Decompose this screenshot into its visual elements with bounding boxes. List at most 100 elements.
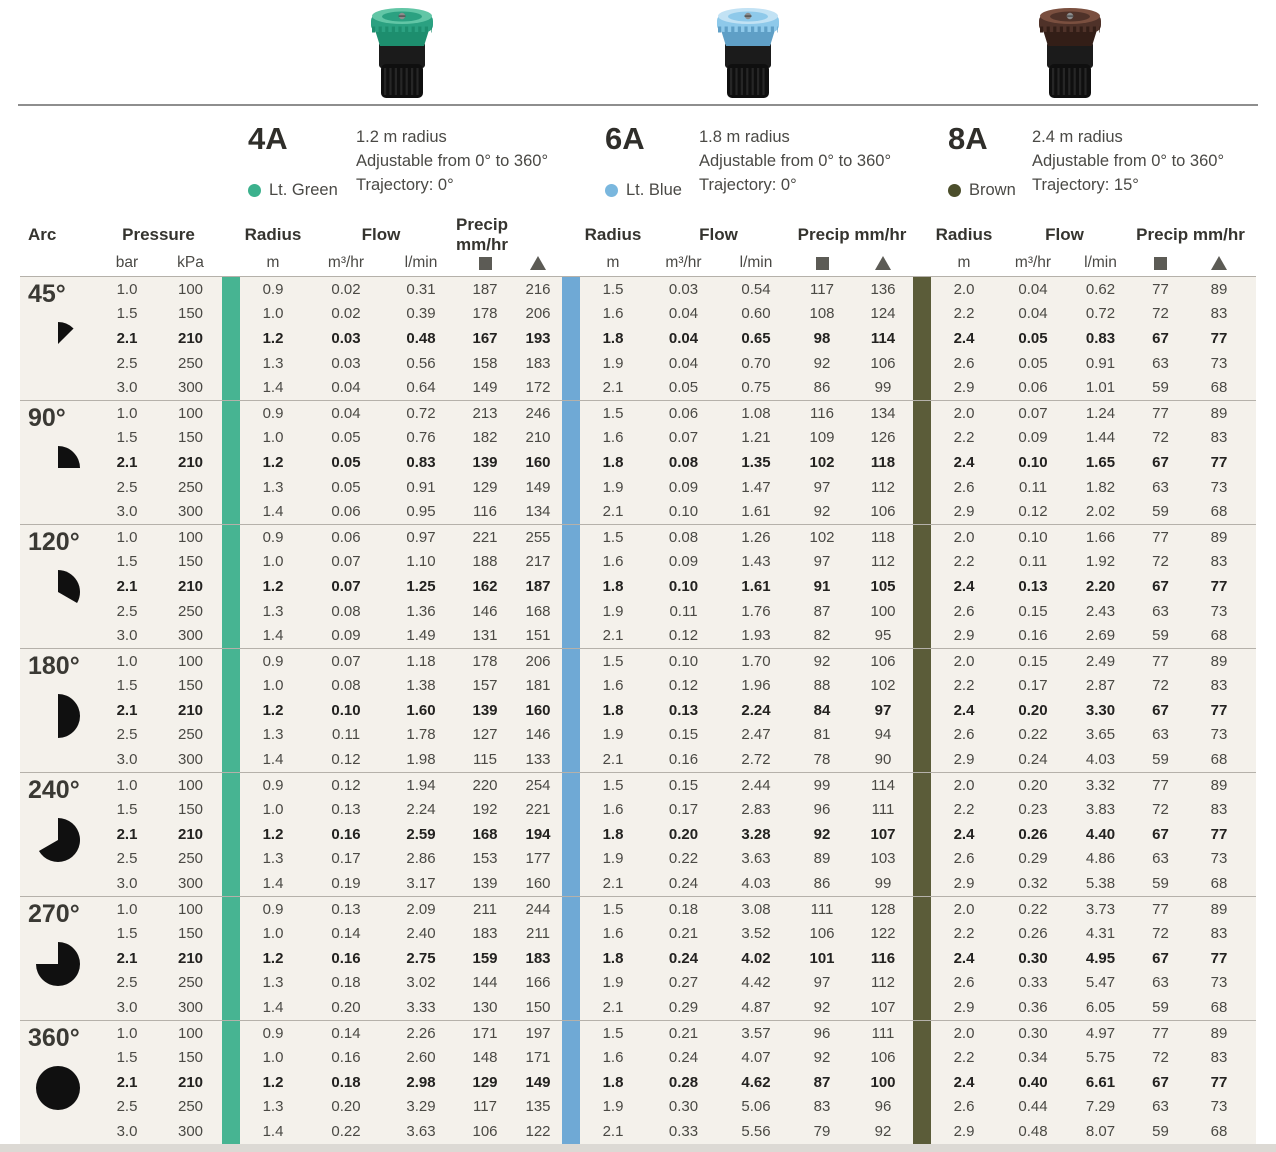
flow-m3hr-value: 0.12: [668, 677, 699, 695]
flow-lmin-value: 1.70: [741, 652, 771, 670]
flow-m3hr-value: 0.07: [331, 553, 361, 571]
precip-square-value: 149: [472, 379, 498, 397]
flow-m3hr-value: 0.09: [668, 553, 699, 571]
arc-group-360: 360° 1.0 100 0.9 0.14 2.26 171 197 1.5 0.21 3.57 9…: [20, 1019, 1256, 1144]
flow-m3hr-value: 0.16: [331, 825, 361, 843]
precip-triangle-value: 160: [525, 453, 551, 471]
precip-triangle-value: 102: [870, 677, 896, 695]
product-info-6a: 6A Lt. Blue 1.8 m radius Adjustable from…: [605, 121, 891, 200]
flow-lmin-value: 1.94: [406, 776, 436, 794]
precip-triangle-value: 122: [525, 1122, 551, 1140]
flow-m3hr-value: 0.20: [331, 1098, 361, 1116]
col-header-radius: Radius: [584, 225, 642, 244]
precip-square-value: 63: [1152, 726, 1169, 744]
pressure-kpa-value: 100: [177, 652, 204, 670]
flow-m3hr-value: 0.40: [1018, 1073, 1048, 1091]
flow-lmin-value: 3.17: [406, 875, 436, 893]
radius-value: 1.4: [262, 627, 284, 645]
flow-m3hr-value: 0.15: [1018, 652, 1048, 670]
flow-m3hr-value: 0.20: [1018, 701, 1048, 719]
flow-m3hr-value: 0.09: [331, 627, 361, 645]
pressure-bar-value: 1.0: [116, 776, 138, 794]
flow-m3hr-value: 0.04: [331, 404, 361, 422]
precip-triangle-value: 77: [1210, 577, 1228, 595]
radius-value: 2.2: [953, 553, 975, 571]
product-code: 6A: [605, 121, 645, 156]
precip-triangle-value: 118: [871, 528, 895, 546]
product-info-row: 4A Lt. Green 1.2 m radius Adjustable fro…: [0, 121, 1276, 206]
flow-m3hr-value: 0.10: [668, 577, 699, 595]
flow-m3hr-value: 0.10: [331, 701, 361, 719]
flow-m3hr-value: 0.18: [331, 974, 361, 992]
flow-m3hr-value: 0.24: [668, 1049, 699, 1067]
precip-square-value: 92: [813, 825, 831, 843]
unit-lmin: l/min: [404, 254, 438, 271]
precip-triangle-value: 68: [1210, 999, 1228, 1017]
arc-cell: 120°: [20, 525, 95, 648]
flow-m3hr-value: 0.05: [1018, 354, 1048, 372]
square-icon: [478, 256, 492, 270]
flow-lmin-value: 1.26: [741, 528, 771, 546]
precip-square-value: 72: [1152, 553, 1169, 571]
flow-m3hr-value: 0.15: [668, 726, 699, 744]
flow-m3hr-value: 0.10: [668, 503, 699, 521]
flow-lmin-value: 3.73: [1085, 900, 1116, 918]
arc-pie-icon: [32, 1065, 84, 1111]
pressure-bar-value: 1.5: [116, 801, 138, 819]
trajectory-spec: Trajectory: 0°: [356, 176, 454, 194]
flow-m3hr-value: 0.18: [668, 900, 699, 918]
flow-lmin-value: 0.48: [406, 329, 436, 347]
precip-triangle-value: 114: [870, 329, 896, 347]
precip-square-value: 59: [1152, 627, 1169, 645]
pressure-bar-value: 3.0: [116, 751, 138, 769]
color-bar-8a: [913, 772, 931, 896]
flow-m3hr-value: 0.05: [331, 429, 361, 447]
flow-lmin-value: 1.96: [741, 677, 771, 695]
unit-m: m: [957, 254, 971, 271]
precip-triangle-value: 83: [1210, 429, 1228, 447]
precip-triangle-value: 94: [874, 726, 892, 744]
radius-value: 1.5: [602, 900, 624, 918]
flow-lmin-value: 1.61: [741, 503, 771, 521]
flow-m3hr-value: 0.06: [331, 503, 361, 521]
arc-pie-icon: [32, 445, 84, 491]
flow-m3hr-value: 0.05: [331, 453, 361, 471]
flow-lmin-value: 1.18: [406, 652, 436, 670]
precip-square-value: 168: [472, 825, 498, 843]
radius-value: 2.0: [953, 652, 975, 670]
pressure-bar-value: 1.0: [116, 652, 138, 670]
radius-value: 2.4: [953, 329, 975, 347]
precip-triangle-value: 106: [870, 503, 896, 521]
precip-triangle-value: 114: [871, 776, 895, 794]
precip-triangle-value: 128: [870, 900, 896, 918]
radius-value: 1.8: [602, 453, 624, 471]
flow-lmin-value: 3.52: [741, 925, 771, 943]
color-bar-6a: [562, 648, 580, 772]
color-bar-4a: [222, 1020, 240, 1144]
precip-triangle-value: 122: [870, 925, 896, 943]
radius-value: 1.0: [262, 553, 284, 571]
trajectory-spec: Trajectory: 0°: [699, 176, 797, 194]
precip-square-value: 106: [809, 925, 835, 943]
pressure-kpa-value: 210: [177, 453, 204, 471]
flow-m3hr-value: 0.13: [668, 701, 699, 719]
radius-value: 1.9: [602, 354, 624, 372]
precip-triangle-value: 111: [871, 1024, 895, 1042]
flow-m3hr-value: 0.11: [669, 602, 698, 620]
flow-m3hr-value: 0.03: [331, 354, 361, 372]
radius-value: 1.6: [602, 1049, 624, 1067]
precip-triangle-value: 183: [525, 354, 551, 372]
precip-square-value: 153: [472, 850, 498, 868]
pressure-kpa-value: 210: [177, 1073, 204, 1091]
flow-lmin-value: 1.76: [741, 602, 771, 620]
radius-value: 1.9: [602, 850, 624, 868]
color-swatch-icon: [948, 184, 961, 197]
precip-square-value: 117: [473, 1098, 497, 1116]
precip-triangle-value: 206: [525, 652, 551, 670]
precip-triangle-value: 172: [525, 379, 551, 397]
pressure-kpa-value: 150: [177, 925, 204, 943]
flow-m3hr-value: 0.48: [1018, 1122, 1048, 1140]
color-name: Brown: [969, 181, 1016, 199]
product-photos: [18, 0, 1258, 106]
flow-lmin-value: 2.44: [741, 776, 771, 794]
